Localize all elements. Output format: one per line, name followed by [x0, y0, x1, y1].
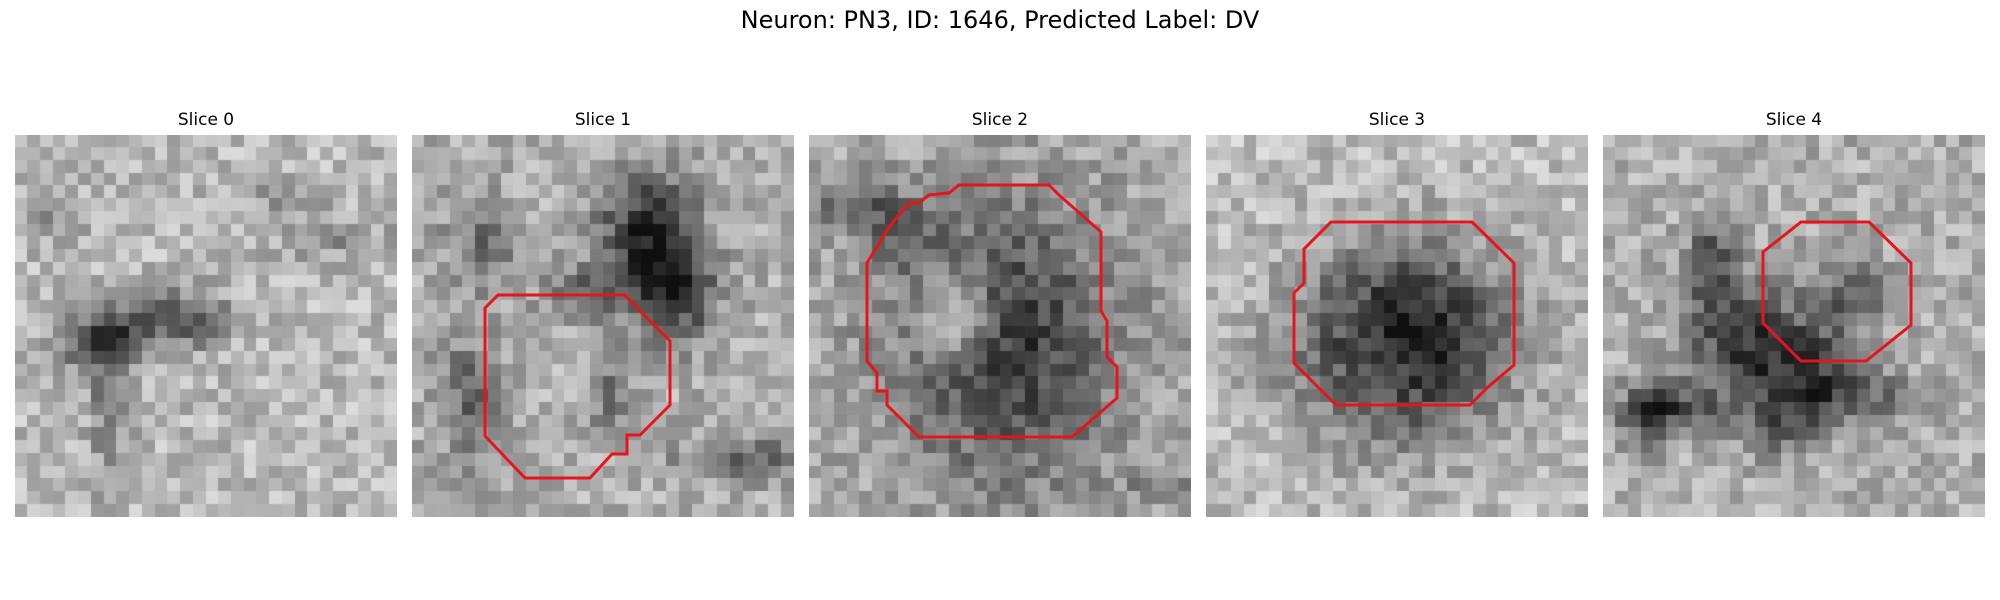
- slice-title: Slice 0: [177, 110, 235, 130]
- slice-panel-4: Slice 4: [1603, 108, 1985, 517]
- microscopy-image: [1603, 135, 1985, 517]
- slice-panel-2: Slice 2: [809, 108, 1191, 517]
- segmentation-contour-overlay: [1292, 220, 1516, 407]
- slice-panel-3: Slice 3: [1206, 108, 1588, 517]
- segmentation-contour: [1292, 220, 1516, 407]
- slice-title: Slice 3: [1368, 110, 1426, 130]
- segmentation-contour: [1761, 220, 1913, 363]
- microscopy-image: [15, 135, 397, 517]
- segmentation-contour: [483, 293, 672, 480]
- figure-title: Neuron: PN3, ID: 1646, Predicted Label: …: [740, 6, 1260, 34]
- slice-panel-0: Slice 0: [15, 108, 397, 517]
- microscopy-image: [412, 135, 794, 517]
- microscopy-image: [1206, 135, 1588, 517]
- microscopy-image: [809, 135, 1191, 517]
- segmentation-contour-overlay: [865, 183, 1119, 439]
- segmentation-contour-overlay: [483, 293, 672, 480]
- slice-title: Slice 1: [574, 110, 632, 130]
- slice-panel-1: Slice 1: [412, 108, 794, 517]
- slice-title: Slice 4: [1765, 110, 1823, 130]
- slice-title: Slice 2: [971, 110, 1029, 130]
- segmentation-contour: [865, 183, 1119, 439]
- segmentation-contour-overlay: [1761, 220, 1913, 363]
